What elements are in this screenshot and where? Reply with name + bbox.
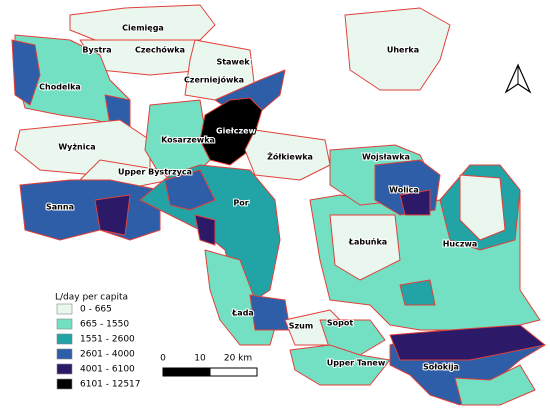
scale-label: 0: [160, 354, 166, 364]
legend-label: 4001 - 6100: [80, 365, 135, 375]
region-label: Ciemięga: [122, 24, 164, 33]
legend-label: 6101 - 12517: [80, 380, 141, 390]
scale-bar-segment: [162, 367, 211, 377]
region-shape: [194, 214, 216, 246]
region-shape: [329, 214, 401, 281]
region-label: Bystra: [82, 46, 111, 55]
legend-label: 1551 - 2600: [80, 335, 135, 345]
scale-label: 20 km: [224, 354, 252, 364]
legend-swatch: [56, 318, 73, 330]
legend-title: L/day per capita: [55, 293, 128, 303]
region-label: Wyżnica: [58, 143, 95, 152]
region-label: Wolica: [389, 186, 419, 195]
region-labels: Ciemięga Bystra Czechówka Stawek Uherka Chode…: [38, 23, 478, 373]
region-label: Łada: [231, 309, 254, 318]
region-shape: [389, 324, 546, 361]
scale-label: 10: [194, 354, 206, 364]
legend-label: 0 - 665: [80, 305, 112, 315]
region-shape: [244, 129, 331, 181]
north-arrow: [504, 63, 532, 94]
region-shape: [399, 189, 431, 216]
region-label: Upper Bystrzyca: [118, 168, 192, 177]
region-label: Kosarzewka: [161, 136, 215, 145]
region-label: Upper Tanew: [327, 359, 386, 368]
legend-swatch: [56, 348, 73, 360]
region-shape: [344, 7, 451, 91]
region-label: Czechówka: [135, 45, 185, 55]
scale-bar-segment: [209, 367, 258, 377]
legend-swatch: [56, 363, 73, 375]
region-shape: [19, 179, 161, 241]
region-label: Uherka: [387, 46, 419, 55]
region-label: Sołokija: [423, 363, 459, 372]
region-label: Stawek: [216, 58, 250, 67]
region-label: Wojsławka: [362, 153, 410, 162]
region-label: Szum: [289, 322, 313, 331]
region-shape: [164, 169, 216, 211]
region-shape: [94, 194, 131, 236]
region-shape: [289, 344, 391, 386]
region-shape: [11, 39, 41, 106]
region-label: Sopot: [327, 319, 353, 328]
scale-bar: 0 10 20 km: [160, 354, 258, 377]
legend-label: 2601 - 4000: [80, 350, 135, 360]
legend-label: 665 - 1550: [80, 320, 129, 330]
region-label: Sanna: [46, 203, 74, 212]
region-label: Giełczew: [216, 127, 257, 136]
region-label: Żółkiewka: [267, 152, 313, 162]
legend-swatch: [56, 333, 73, 345]
regions-layer: [11, 4, 546, 406]
region-shape: [459, 174, 506, 241]
legend-swatch: [56, 303, 73, 315]
legend: 0 - 665 665 - 1550 1551 - 2600 2601 - 4000 4…: [56, 303, 141, 390]
region-label: Czerniejówka: [184, 75, 244, 85]
region-label: Por: [233, 199, 248, 208]
region-label: Huczwa: [443, 240, 478, 249]
region-label: Łabuńka: [348, 238, 387, 247]
region-shape: [399, 279, 436, 306]
region-shape: [454, 364, 536, 406]
region-shape: [249, 294, 291, 331]
region-label: Chodelka: [39, 83, 81, 92]
legend-swatch: [56, 378, 73, 390]
